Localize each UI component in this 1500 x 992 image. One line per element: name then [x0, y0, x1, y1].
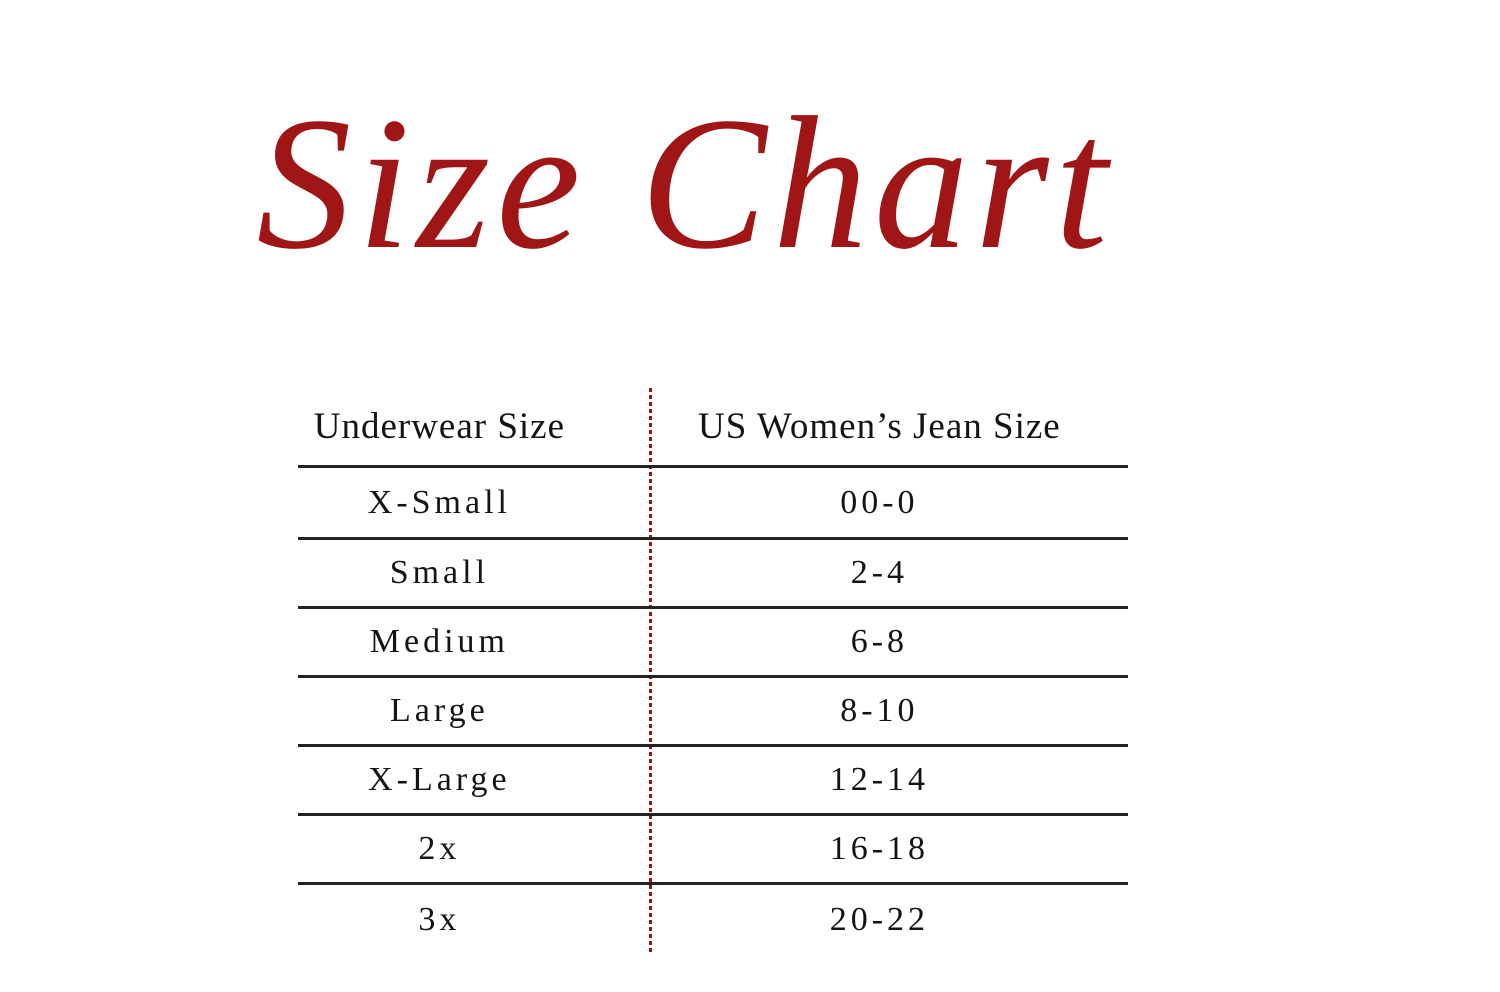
jean-size-cell: 20-22 — [829, 901, 930, 938]
table-row: Medium 6-8 — [298, 606, 1128, 675]
table-row: X-Small 00-0 — [298, 468, 1128, 537]
underwear-size-cell: X-Large — [368, 761, 511, 798]
table-body: X-Small 00-0 Small 2-4 Medium 6-8 Large … — [298, 468, 1128, 955]
jean-size-cell: 16-18 — [829, 830, 930, 867]
page-title: Size Chart — [256, 79, 1114, 289]
table-row: 2x 16-18 — [298, 813, 1128, 882]
table-header-row: Underwear Size US Women’s Jean Size — [298, 388, 1128, 468]
jean-size-cell: 6-8 — [850, 623, 909, 660]
jean-size-cell: 8-10 — [840, 692, 919, 729]
table-row: X-Large 12-14 — [298, 744, 1128, 813]
jean-size-cell: 2-4 — [850, 554, 909, 591]
jean-size-cell: 12-14 — [829, 761, 930, 798]
column-header-jean-size: US Women’s Jean Size — [698, 406, 1061, 447]
column-divider-dotted-line — [649, 388, 652, 955]
table-row: Small 2-4 — [298, 537, 1128, 606]
table-row: Large 8-10 — [298, 675, 1128, 744]
underwear-size-cell: Large — [390, 692, 489, 729]
column-header-underwear-size: Underwear Size — [313, 406, 566, 447]
underwear-size-cell: Small — [389, 554, 490, 591]
underwear-size-cell: Medium — [369, 623, 509, 660]
underwear-size-cell: X-Small — [367, 483, 511, 521]
table-row: 3x 20-22 — [298, 882, 1128, 955]
jean-size-cell: 00-0 — [840, 483, 919, 521]
size-table: Underwear Size US Women’s Jean Size X-Sm… — [298, 388, 1128, 955]
underwear-size-cell: 2x — [418, 830, 461, 867]
underwear-size-cell: 3x — [418, 901, 461, 938]
